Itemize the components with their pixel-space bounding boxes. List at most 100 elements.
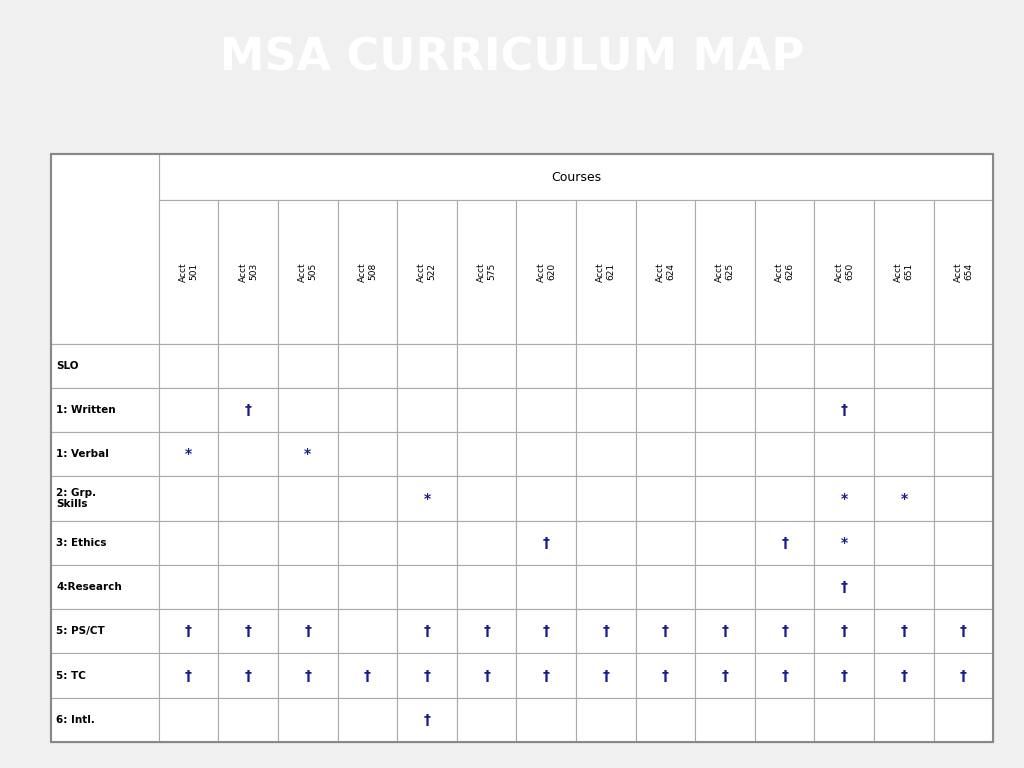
- Text: Courses: Courses: [551, 170, 601, 184]
- Bar: [695, 521, 755, 565]
- Bar: [636, 200, 695, 344]
- Bar: [516, 609, 575, 654]
- Bar: [338, 521, 397, 565]
- Bar: [575, 476, 636, 521]
- Bar: [874, 432, 934, 476]
- Bar: [934, 609, 993, 654]
- Text: Acct
501: Acct 501: [179, 262, 199, 282]
- Bar: [397, 476, 457, 521]
- Bar: [814, 200, 874, 344]
- Bar: [755, 388, 814, 432]
- Bar: [51, 432, 159, 476]
- Bar: [874, 388, 934, 432]
- Bar: [278, 697, 338, 742]
- Bar: [695, 654, 755, 697]
- Text: †: †: [424, 624, 430, 638]
- Bar: [159, 521, 218, 565]
- Bar: [159, 432, 218, 476]
- Text: †: †: [185, 624, 191, 638]
- Bar: [575, 200, 636, 344]
- Text: *: *: [841, 536, 848, 550]
- Bar: [338, 432, 397, 476]
- Bar: [218, 432, 278, 476]
- Bar: [755, 344, 814, 388]
- Text: 1: Written: 1: Written: [56, 405, 116, 415]
- Text: †: †: [841, 668, 848, 683]
- Bar: [516, 432, 575, 476]
- Text: †: †: [483, 668, 490, 683]
- Bar: [457, 654, 516, 697]
- Bar: [934, 521, 993, 565]
- Bar: [218, 565, 278, 609]
- Bar: [51, 344, 159, 388]
- Bar: [338, 344, 397, 388]
- Bar: [755, 521, 814, 565]
- Text: Acct
651: Acct 651: [894, 262, 913, 282]
- Text: †: †: [304, 668, 311, 683]
- Bar: [874, 344, 934, 388]
- Text: †: †: [304, 624, 311, 638]
- Text: †: †: [662, 668, 669, 683]
- Bar: [278, 609, 338, 654]
- Bar: [397, 521, 457, 565]
- Text: †: †: [662, 624, 669, 638]
- Bar: [218, 654, 278, 697]
- Bar: [575, 697, 636, 742]
- Bar: [338, 200, 397, 344]
- Bar: [516, 388, 575, 432]
- Bar: [51, 154, 159, 344]
- Bar: [338, 565, 397, 609]
- Bar: [338, 388, 397, 432]
- Bar: [457, 565, 516, 609]
- Bar: [934, 476, 993, 521]
- Bar: [51, 388, 159, 432]
- Bar: [397, 654, 457, 697]
- Bar: [51, 476, 159, 521]
- Bar: [695, 565, 755, 609]
- Bar: [934, 200, 993, 344]
- Bar: [218, 344, 278, 388]
- Text: Acct
650: Acct 650: [835, 262, 854, 282]
- Bar: [278, 344, 338, 388]
- Bar: [51, 697, 159, 742]
- Text: Acct
505: Acct 505: [298, 262, 317, 282]
- Bar: [814, 432, 874, 476]
- Bar: [457, 432, 516, 476]
- Bar: [695, 432, 755, 476]
- Bar: [278, 432, 338, 476]
- Bar: [51, 521, 159, 565]
- Text: †: †: [543, 536, 550, 550]
- Bar: [457, 344, 516, 388]
- Bar: [755, 697, 814, 742]
- Text: †: †: [722, 668, 728, 683]
- Bar: [397, 200, 457, 344]
- Bar: [755, 565, 814, 609]
- Bar: [575, 344, 636, 388]
- Text: *: *: [841, 492, 848, 505]
- Text: 5: PS/CT: 5: PS/CT: [56, 626, 105, 636]
- Bar: [695, 344, 755, 388]
- Bar: [159, 154, 993, 200]
- Text: 5: TC: 5: TC: [56, 670, 86, 680]
- Bar: [159, 344, 218, 388]
- Text: 2: Grp.
Skills: 2: Grp. Skills: [56, 488, 96, 509]
- Text: †: †: [900, 624, 907, 638]
- Bar: [516, 521, 575, 565]
- Bar: [755, 609, 814, 654]
- Bar: [51, 654, 159, 697]
- Bar: [874, 200, 934, 344]
- Bar: [814, 609, 874, 654]
- Bar: [278, 388, 338, 432]
- Bar: [457, 476, 516, 521]
- Text: †: †: [543, 624, 550, 638]
- Text: 3: Ethics: 3: Ethics: [56, 538, 106, 548]
- Text: Acct
621: Acct 621: [596, 262, 615, 282]
- Text: †: †: [245, 624, 252, 638]
- Bar: [636, 432, 695, 476]
- Bar: [814, 344, 874, 388]
- Bar: [218, 697, 278, 742]
- Bar: [159, 476, 218, 521]
- Text: †: †: [781, 624, 788, 638]
- Bar: [457, 388, 516, 432]
- Bar: [814, 697, 874, 742]
